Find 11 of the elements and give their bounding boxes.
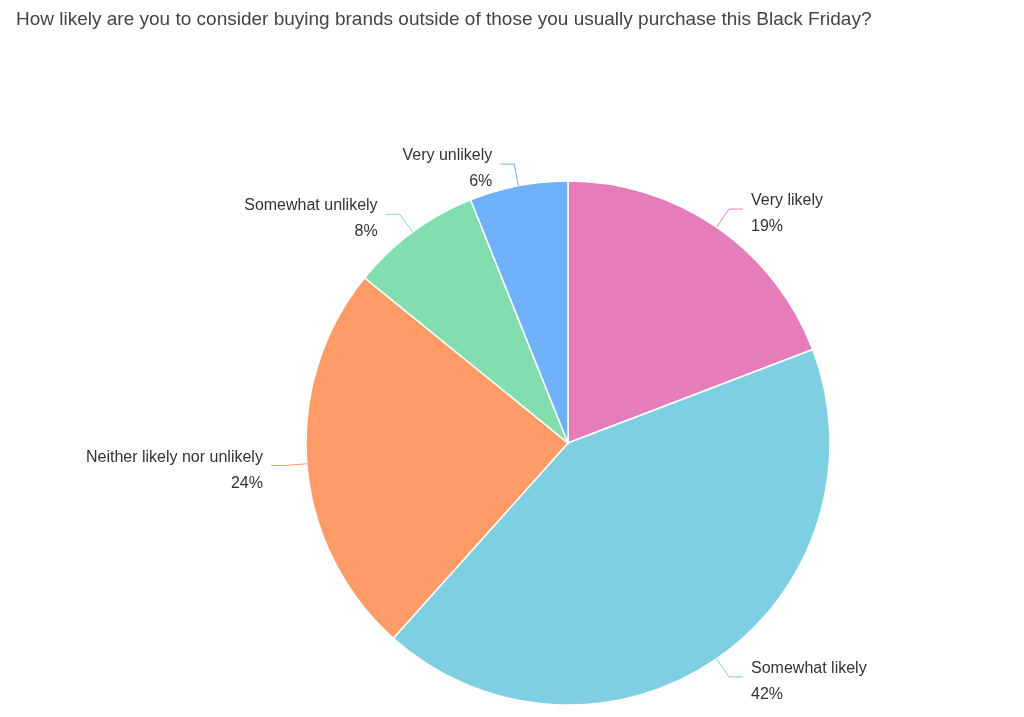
data-label: 24% (230, 473, 263, 491)
slice-label: Somewhat likely (751, 658, 867, 676)
chart-title: How likely are you to consider buying brands outside of those you usually purchase this Black Friday? (16, 7, 873, 31)
slice-label: Very unlikely (402, 146, 493, 164)
slice-label: Neither likely nor unlikely (85, 447, 263, 465)
data-label: 8% (354, 222, 378, 240)
slice-label: Somewhat unlikely (244, 196, 378, 214)
slice-label: Very likely (751, 191, 824, 209)
data-label: 6% (469, 172, 493, 190)
data-label: 42% (751, 684, 784, 702)
data-label: 19% (751, 217, 784, 235)
